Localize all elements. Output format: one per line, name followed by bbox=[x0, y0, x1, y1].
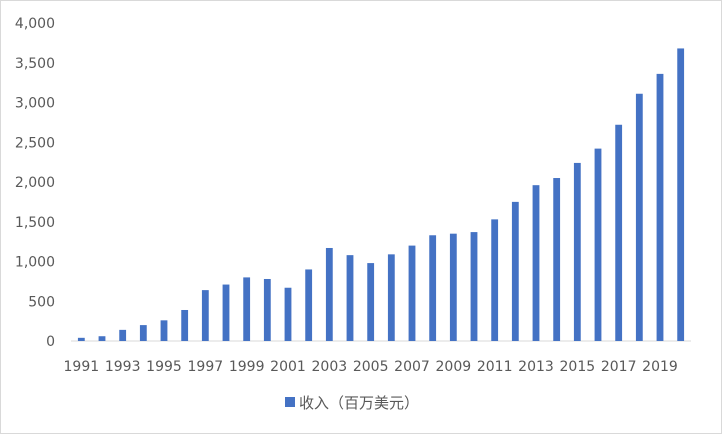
bar bbox=[305, 269, 313, 341]
y-tick-label: 2,500 bbox=[15, 135, 55, 151]
bar bbox=[656, 73, 664, 341]
x-tick-label: 2003 bbox=[312, 359, 348, 375]
legend-label: 收入（百万美元） bbox=[299, 394, 419, 412]
x-tick-label: 2013 bbox=[518, 359, 554, 375]
y-axis-ticks: 0 500 1,000 1,500 2,000 2,500 3,000 3,500 4,000 bbox=[15, 16, 55, 350]
x-tick-label: 2007 bbox=[394, 359, 430, 375]
x-tick-label: 2005 bbox=[353, 359, 389, 375]
bar bbox=[367, 263, 375, 341]
bar bbox=[491, 219, 499, 341]
y-tick-label: 1,500 bbox=[15, 215, 55, 231]
bar bbox=[139, 325, 147, 341]
bar bbox=[429, 235, 437, 341]
y-tick-label: 0 bbox=[46, 334, 55, 350]
bar bbox=[263, 278, 271, 341]
x-tick-label: 2001 bbox=[270, 359, 306, 375]
bar bbox=[201, 290, 209, 341]
x-tick-label: 2017 bbox=[601, 359, 637, 375]
bar bbox=[408, 245, 416, 341]
x-tick-label: 1999 bbox=[229, 359, 265, 375]
bar bbox=[98, 336, 106, 341]
bar bbox=[594, 148, 602, 341]
bar bbox=[615, 124, 623, 341]
bar bbox=[222, 284, 230, 341]
bar bbox=[243, 277, 251, 341]
bar bbox=[181, 309, 189, 341]
y-tick-label: 3,500 bbox=[15, 56, 55, 72]
bar bbox=[284, 287, 292, 341]
x-tick-label: 1991 bbox=[64, 359, 100, 375]
y-tick-label: 2,000 bbox=[15, 175, 55, 191]
bar bbox=[119, 329, 127, 341]
bar bbox=[553, 178, 561, 341]
bar bbox=[677, 48, 685, 341]
x-tick-label: 1997 bbox=[188, 359, 224, 375]
y-tick-label: 1,000 bbox=[15, 255, 55, 271]
x-tick-label: 2019 bbox=[642, 359, 678, 375]
x-tick-label: 1995 bbox=[146, 359, 182, 375]
y-tick-label: 3,000 bbox=[15, 96, 55, 112]
y-tick-label: 500 bbox=[28, 294, 55, 310]
x-tick-label: 2009 bbox=[436, 359, 472, 375]
x-axis-ticks: 1991 1993 1995 1997 1999 2001 2003 2005 2007 2009… bbox=[64, 359, 678, 375]
bar bbox=[573, 162, 581, 341]
bar bbox=[449, 233, 457, 341]
x-tick-label: 2011 bbox=[477, 359, 513, 375]
bar bbox=[160, 320, 168, 341]
legend-swatch bbox=[285, 397, 295, 407]
bar bbox=[77, 337, 85, 341]
bar bbox=[387, 254, 395, 341]
bar bbox=[635, 93, 643, 341]
x-tick-label: 1993 bbox=[105, 359, 141, 375]
bar bbox=[346, 255, 354, 341]
y-tick-label: 4,000 bbox=[15, 16, 55, 32]
bar bbox=[470, 232, 478, 341]
bars bbox=[77, 48, 685, 341]
x-tick-label: 2015 bbox=[560, 359, 596, 375]
bar bbox=[511, 201, 519, 341]
bar bbox=[532, 185, 540, 341]
bar bbox=[325, 247, 333, 341]
legend: 收入（百万美元） bbox=[285, 394, 419, 412]
